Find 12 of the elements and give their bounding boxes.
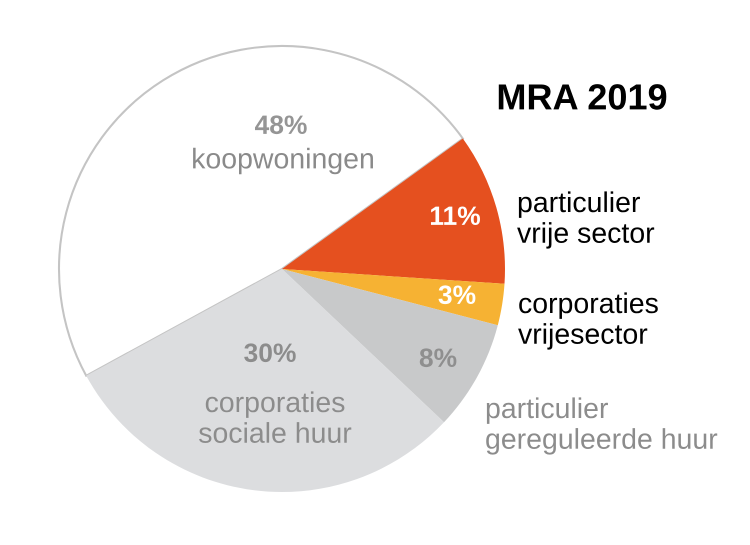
data-label: 11% <box>430 206 480 226</box>
data-label: 3% <box>438 285 476 304</box>
data-label: 8% <box>420 348 456 368</box>
slice-label: corporaties vrijesector <box>518 292 658 350</box>
slice-label: koopwoningen <box>193 148 373 174</box>
slice-label: particulier vrije sector <box>517 191 654 249</box>
pie-slice <box>282 269 505 326</box>
text: MRA 2019 <box>498 84 666 110</box>
data-label: 48% <box>254 115 307 134</box>
slice-label: particulier gereguleerde huur <box>486 397 718 455</box>
slice-label: corporaties sociale huur <box>199 391 352 443</box>
data-label: 30% <box>244 343 296 362</box>
